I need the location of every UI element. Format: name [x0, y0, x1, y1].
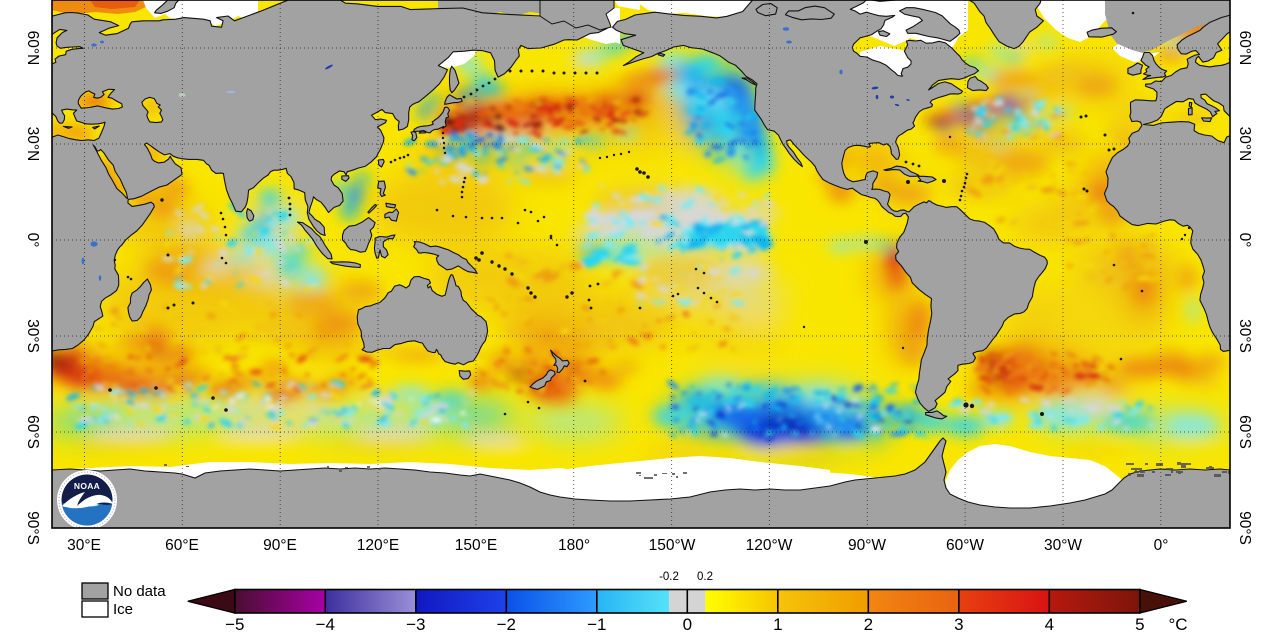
svg-text:60°N: 60°N	[24, 31, 41, 66]
svg-text:30°E: 30°E	[67, 537, 101, 554]
svg-text:150°W: 150°W	[649, 537, 696, 554]
svg-text:−3: −3	[406, 615, 425, 634]
svg-text:−2: −2	[497, 615, 516, 634]
svg-text:0°: 0°	[1236, 233, 1253, 248]
svg-text:60°E: 60°E	[165, 537, 199, 554]
svg-text:−1: −1	[587, 615, 606, 634]
svg-text:120°W: 120°W	[746, 537, 793, 554]
svg-text:180°: 180°	[558, 537, 590, 554]
svg-text:0°: 0°	[1154, 537, 1169, 554]
svg-text:150°E: 150°E	[455, 537, 497, 554]
svg-text:90°W: 90°W	[848, 537, 886, 554]
svg-text:°C: °C	[1168, 615, 1187, 634]
svg-text:0.2: 0.2	[697, 571, 713, 583]
svg-text:NOAA: NOAA	[74, 481, 100, 491]
svg-text:-0.2: -0.2	[659, 571, 679, 583]
svg-text:0: 0	[683, 615, 692, 634]
svg-text:−4: −4	[316, 615, 335, 634]
svg-text:60°S: 60°S	[24, 415, 41, 449]
svg-text:90°S: 90°S	[1236, 511, 1253, 545]
svg-text:30°S: 30°S	[24, 319, 41, 353]
svg-text:3: 3	[954, 615, 963, 634]
svg-text:5: 5	[1135, 615, 1144, 634]
svg-text:60°N: 60°N	[1236, 31, 1253, 66]
svg-text:2: 2	[864, 615, 873, 634]
svg-text:30°N: 30°N	[1236, 127, 1253, 162]
svg-text:Ice: Ice	[113, 601, 133, 618]
svg-text:30°W: 30°W	[1044, 537, 1082, 554]
svg-text:4: 4	[1045, 615, 1054, 634]
svg-text:30°N: 30°N	[24, 127, 41, 162]
svg-text:90°S: 90°S	[24, 511, 41, 545]
svg-text:60°S: 60°S	[1236, 415, 1253, 449]
svg-text:90°E: 90°E	[263, 537, 297, 554]
svg-text:No data: No data	[113, 583, 166, 600]
svg-text:60°W: 60°W	[946, 537, 984, 554]
svg-text:120°E: 120°E	[357, 537, 399, 554]
svg-text:1: 1	[773, 615, 782, 634]
svg-text:0°: 0°	[24, 233, 41, 248]
svg-text:30°S: 30°S	[1236, 319, 1253, 353]
svg-text:−5: −5	[225, 615, 244, 634]
